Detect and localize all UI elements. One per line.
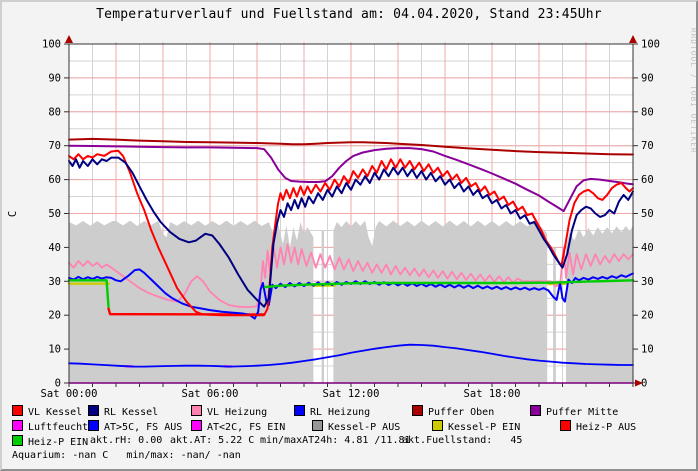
svg-text:70: 70 <box>48 140 61 152</box>
info-text: min/maxAT24h: 4.81 /11.81 <box>260 435 411 446</box>
axis-labels: 0 0 10 10 20 20 30 30 40 40 50 50 60 60 70 70 80 80 90 90 10… <box>7 39 660 401</box>
svg-text:10: 10 <box>48 344 61 356</box>
svg-text:Sat 06:00: Sat 06:00 <box>182 388 239 400</box>
axes-frame <box>64 43 638 387</box>
legend-item-heiz-p-ein: Heiz-P EIN <box>12 435 88 448</box>
legend-swatch <box>12 435 23 446</box>
legend-item-heiz-p-aus: Heiz-P AUS <box>560 420 636 433</box>
series-vl-heizung <box>68 243 634 308</box>
axis-arrows <box>65 35 643 387</box>
series-rl-kessel <box>68 156 634 308</box>
legend-item-at-5c-fs-aus: AT>5C, FS AUS <box>88 420 182 433</box>
svg-text:50: 50 <box>641 208 654 220</box>
svg-text:20: 20 <box>48 310 61 322</box>
legend-swatch <box>88 405 99 416</box>
svg-text:0: 0 <box>55 378 61 390</box>
legend-item-kessel-p-ein: Kessel-P EIN <box>432 420 520 433</box>
legend-swatch <box>432 420 443 431</box>
info-text: akt.AT: 5.22 C <box>170 435 255 446</box>
legend-swatch <box>530 405 541 416</box>
svg-text:60: 60 <box>48 174 61 186</box>
series-vl-kessel <box>68 149 634 317</box>
info-text: akt.Fuellstand: 45 <box>402 435 523 446</box>
info-text: akt.rH: 0.00 <box>90 435 163 446</box>
legend-swatch <box>12 405 23 416</box>
svg-text:30: 30 <box>48 276 61 288</box>
series-puffer-mitte <box>68 144 634 213</box>
svg-text:60: 60 <box>641 174 654 186</box>
legend-item-vl-heizung: VL Heizung <box>191 405 267 418</box>
chart-svg: 0 0 10 10 20 20 30 30 40 40 50 50 60 60 70 70 80 80 90 90 10… <box>7 28 696 401</box>
svg-text:20: 20 <box>641 310 654 322</box>
svg-text:30: 30 <box>641 276 654 288</box>
svg-text:90: 90 <box>641 72 654 84</box>
svg-text:40: 40 <box>641 242 654 254</box>
info-text: Aquarium: -nan C min/max: -nan/ -nan <box>12 450 241 461</box>
svg-text:50: 50 <box>48 208 61 220</box>
legend-swatch <box>12 420 23 431</box>
svg-text:100: 100 <box>42 39 61 51</box>
legend-swatch <box>312 420 323 431</box>
series-puffer-oben <box>68 137 634 156</box>
svg-text:0: 0 <box>641 378 647 390</box>
series-rl-heizung <box>68 268 634 320</box>
svg-text:10: 10 <box>641 344 654 356</box>
series-heiz-p-ein <box>67 279 635 308</box>
legend-swatch <box>412 405 423 416</box>
svg-text:Sat 12:00: Sat 12:00 <box>323 388 380 400</box>
graph-title: Temperaturverlauf und Fuellstand am: 04.… <box>96 7 602 22</box>
legend-swatch <box>294 405 305 416</box>
svg-text:Sat 18:00: Sat 18:00 <box>464 388 521 400</box>
svg-text:40: 40 <box>48 242 61 254</box>
legend-item-vl-kessel: VL Kessel <box>12 405 82 418</box>
legend-swatch <box>191 420 202 431</box>
y-axis-unit-label: C <box>7 211 19 217</box>
legend-swatch <box>560 420 571 431</box>
legend-item-rl-kessel: RL Kessel <box>88 405 158 418</box>
rrdtool-watermark: RRDTOOL / TOBI OETIKER <box>689 28 696 154</box>
svg-text:80: 80 <box>48 106 61 118</box>
svg-text:80: 80 <box>641 106 654 118</box>
svg-text:90: 90 <box>48 72 61 84</box>
legend-item-puffer-oben: Puffer Oben <box>412 405 494 418</box>
legend-item-at-2c-fs-ein: AT<2C, FS EIN <box>191 420 285 433</box>
svg-text:70: 70 <box>641 140 654 152</box>
svg-text:100: 100 <box>641 39 660 51</box>
legend-item-rl-heizung: RL Heizung <box>294 405 370 418</box>
legend-item-luftfeuchte: Luftfeuchte <box>12 420 94 433</box>
series-at-5c-fs-aus <box>68 343 634 368</box>
legend-item-puffer-mitte: Puffer Mitte <box>530 405 618 418</box>
legend-swatch <box>191 405 202 416</box>
legend-item-kessel-p-aus: Kessel-P AUS <box>312 420 400 433</box>
svg-text:Sat 00:00: Sat 00:00 <box>41 388 98 400</box>
legend-swatch <box>88 420 99 431</box>
